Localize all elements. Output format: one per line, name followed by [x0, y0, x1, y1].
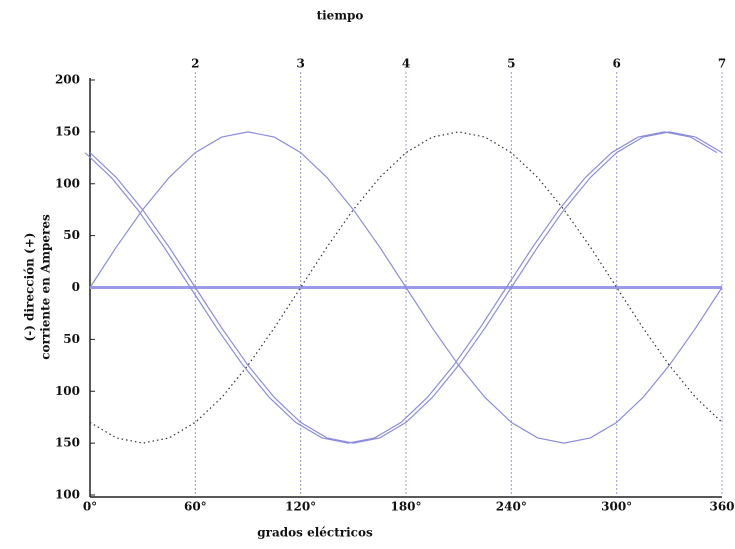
y-tick-label: 0 — [72, 280, 80, 294]
y-tick-label: 100 — [55, 176, 80, 190]
top-tick-label: 7 — [718, 57, 726, 71]
x-tick-label: 120° — [285, 500, 316, 514]
y-tick-label: 50 — [63, 228, 80, 242]
y-axis-label: (-) dirección (+) — [23, 233, 37, 342]
x-tick-label: 240° — [496, 500, 527, 514]
series-line — [89, 131, 723, 444]
top-tick-label: 2 — [191, 57, 199, 71]
x-tick-label: 300° — [601, 500, 632, 514]
x-axis-label: grados eléctricos — [257, 526, 373, 540]
top-tick-label: 6 — [612, 57, 620, 71]
top-tick-label: 5 — [507, 57, 515, 71]
y-tick-label: 200 — [55, 73, 80, 87]
chart-title: tiempo — [317, 9, 364, 23]
x-tick-label: 60° — [184, 500, 207, 514]
series-line — [89, 131, 723, 444]
top-tick-label: 3 — [296, 57, 304, 71]
y-tick-label: 100 — [55, 384, 80, 398]
y-tick-label: 150 — [55, 124, 80, 138]
x-tick-label: 180° — [390, 500, 421, 514]
y-tick-label: 150 — [55, 436, 80, 450]
y-tick-label: 100 — [55, 488, 80, 502]
top-tick-label: 4 — [402, 57, 410, 71]
x-tick-label: 0° — [83, 500, 97, 514]
y-tick-label: 50 — [63, 332, 80, 346]
x-tick-label: 360 — [709, 500, 734, 514]
series-line — [84, 131, 718, 444]
y-axis-label: corriente en Amperes — [39, 214, 53, 360]
